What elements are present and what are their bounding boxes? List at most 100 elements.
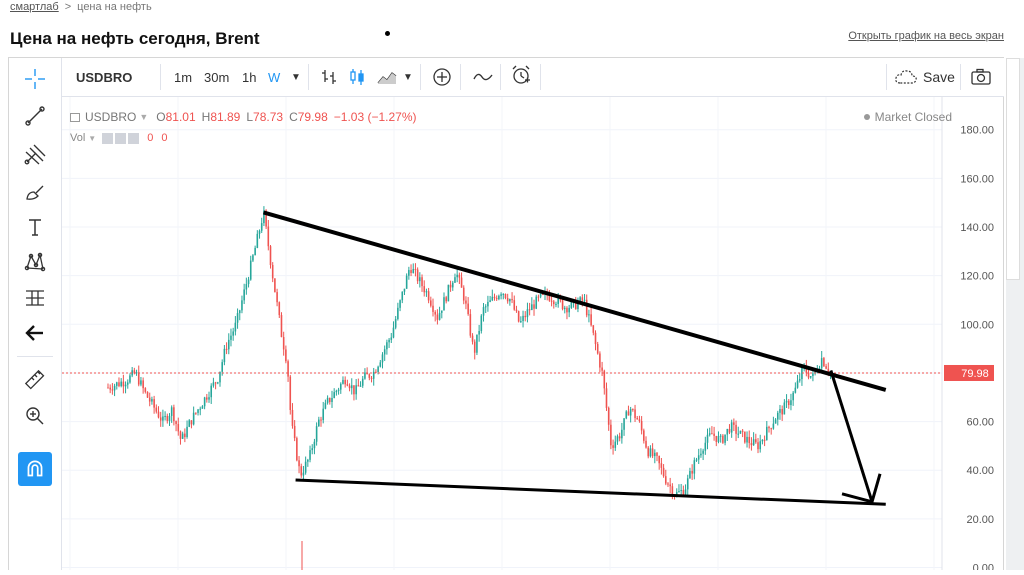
- interval-w[interactable]: W: [268, 69, 281, 85]
- alarm-clock-icon: [512, 65, 530, 84]
- pitchfork-icon[interactable]: [22, 141, 48, 167]
- candle-body: [326, 397, 329, 403]
- candle-body: [372, 371, 375, 379]
- text-icon[interactable]: [22, 214, 48, 240]
- candle-body: [223, 348, 226, 363]
- candle-body: [195, 412, 197, 414]
- candle-body: [238, 310, 241, 314]
- toolbar-divider: [420, 64, 421, 90]
- settings-icon[interactable]: [115, 132, 127, 144]
- ruler-icon[interactable]: [22, 367, 48, 393]
- eye-icon[interactable]: [102, 132, 114, 144]
- candle-body: [162, 416, 164, 421]
- candle-body: [146, 391, 149, 398]
- legend-low-label: L: [246, 110, 254, 124]
- candle-body: [675, 492, 678, 497]
- price-axis-tick: 180.00: [960, 125, 994, 137]
- scrollbar-thumb[interactable]: [1006, 58, 1020, 280]
- chevron-down-icon[interactable]: ▼: [139, 112, 149, 122]
- zoom-icon[interactable]: [22, 403, 48, 429]
- candle-body: [159, 417, 162, 421]
- candle-body: [735, 424, 737, 434]
- forecast-arrow-head: [841, 473, 882, 504]
- candle-body: [416, 269, 419, 282]
- indicators-button[interactable]: [432, 67, 452, 87]
- chart-pane[interactable]: 180.00160.00140.00120.00100.0080.0060.00…: [62, 97, 1004, 575]
- back-arrow-icon[interactable]: [22, 320, 48, 346]
- candle-body: [243, 289, 245, 301]
- candle-body: [414, 268, 417, 270]
- candle-body: [739, 430, 742, 434]
- candle-body: [713, 433, 715, 436]
- brush-icon[interactable]: [22, 178, 48, 204]
- legend-open-value: 81.01: [165, 110, 196, 124]
- measure-icon[interactable]: [22, 285, 48, 311]
- trend-line-icon[interactable]: [22, 103, 48, 129]
- interval-1m[interactable]: 1m: [174, 69, 193, 85]
- candle-body: [636, 418, 639, 420]
- legend-open-label: O: [156, 110, 166, 124]
- candle-body: [151, 399, 153, 402]
- breadcrumb-home-link[interactable]: смартлаб: [10, 1, 59, 13]
- compare-button[interactable]: [472, 67, 494, 87]
- area-style-button[interactable]: [376, 67, 398, 87]
- legend-symbol[interactable]: USDBRO: [85, 110, 137, 124]
- page-title: Цена на нефть сегодня, Brent: [10, 29, 260, 48]
- chevron-down-icon[interactable]: ▼: [88, 133, 97, 143]
- candle-body: [511, 299, 513, 301]
- candle-body: [339, 383, 342, 390]
- candle-body: [300, 466, 303, 476]
- pattern-icon[interactable]: [22, 249, 48, 275]
- candle-body: [197, 409, 199, 413]
- alert-button[interactable]: [510, 65, 532, 85]
- symbol-search[interactable]: USDBRO: [76, 69, 133, 85]
- candle-body: [315, 426, 318, 442]
- interval-1h[interactable]: 1h: [242, 69, 257, 85]
- save-button[interactable]: Save: [894, 67, 955, 87]
- price-chart[interactable]: 180.00160.00140.00120.00100.0080.0060.00…: [62, 97, 1004, 575]
- bars-style-button[interactable]: [320, 67, 338, 87]
- candle-body: [155, 407, 158, 412]
- candle-body: [812, 373, 814, 377]
- candle-body: [408, 270, 410, 276]
- candle-body: [667, 483, 669, 485]
- candle-body: [717, 436, 720, 442]
- page-scrollbar[interactable]: [1006, 58, 1024, 570]
- candle-body: [759, 441, 762, 450]
- legend-vol-value: 0: [147, 132, 154, 144]
- candle-body: [430, 300, 432, 306]
- fullscreen-link[interactable]: Открыть график на весь экран: [848, 30, 1004, 42]
- candle-body: [528, 309, 531, 311]
- screenshot-button[interactable]: [970, 67, 992, 87]
- candle-body: [122, 381, 125, 387]
- candle-body: [515, 309, 518, 312]
- close-icon[interactable]: [128, 132, 140, 144]
- candle-body: [432, 305, 434, 312]
- candle-body: [219, 371, 221, 383]
- interval-30m[interactable]: 30m: [204, 69, 230, 85]
- candle-body: [445, 297, 447, 302]
- candle-body: [236, 313, 239, 323]
- candle-body: [522, 315, 524, 322]
- candle-body: [267, 226, 270, 247]
- candle-body: [175, 421, 177, 424]
- legend-vol-label[interactable]: Vol: [70, 132, 86, 144]
- candle-body: [291, 409, 294, 426]
- interval-dropdown[interactable]: ▼: [291, 67, 301, 87]
- magnet-icon[interactable]: [18, 452, 52, 486]
- style-dropdown[interactable]: ▼: [403, 67, 413, 87]
- candle-body: [605, 388, 608, 408]
- candle-body: [379, 362, 382, 367]
- candle-body: [425, 291, 428, 293]
- candle-body: [660, 463, 663, 468]
- candle-body: [632, 409, 634, 411]
- candle-body: [129, 375, 131, 383]
- candle-body: [607, 407, 610, 425]
- candle-body: [651, 448, 654, 457]
- crosshair-icon[interactable]: [22, 66, 48, 92]
- candle-body: [596, 344, 599, 354]
- candle-body: [230, 335, 232, 340]
- candles-icon: [350, 69, 364, 85]
- candles-style-button[interactable]: [348, 67, 366, 87]
- legend-collapse-icon[interactable]: [70, 112, 80, 122]
